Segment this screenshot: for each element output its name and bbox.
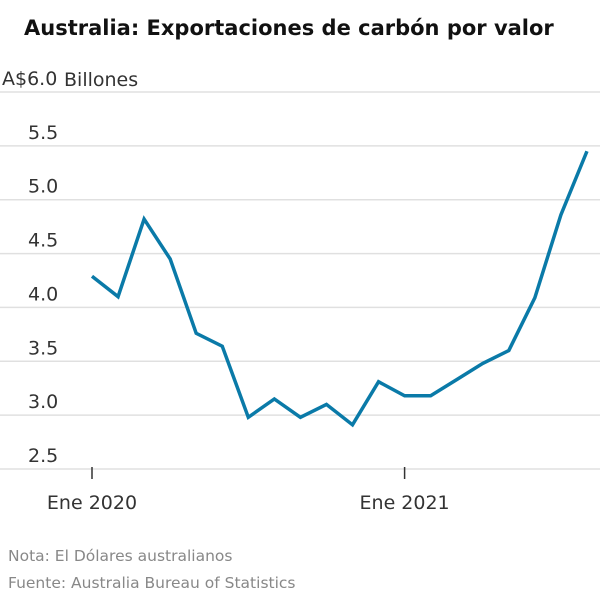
chart-title: Australia: Exportaciones de carbón por v… xyxy=(24,16,554,40)
data-points xyxy=(91,151,588,425)
y-axis-label: Billones xyxy=(64,69,138,91)
y-tick-label: 4.5 xyxy=(28,230,58,252)
y-tick-label: 3.5 xyxy=(28,337,58,359)
y-tick-label: 4.0 xyxy=(28,283,58,305)
x-axis: Ene 2020 Ene 2021 xyxy=(47,467,450,514)
y-tick-label: 5.0 xyxy=(28,176,58,198)
x-tick-label: Ene 2020 xyxy=(47,492,137,514)
y-tick-label: 5.5 xyxy=(28,122,58,144)
y-tick-label: 3.0 xyxy=(28,391,58,413)
grid xyxy=(0,91,600,470)
footer-note: Nota: El Dólares australianos xyxy=(8,547,232,565)
series-line xyxy=(90,150,589,428)
x-tick-label: Ene 2021 xyxy=(360,492,450,514)
footer-source: Fuente: Australia Bureau of Statistics xyxy=(8,574,296,592)
y-axis: 2.5 3.0 3.5 4.0 4.5 5.0 5.5 A$6.0 xyxy=(2,68,58,467)
y-tick-label: 2.5 xyxy=(28,445,58,467)
y-tick-label: A$6.0 xyxy=(2,68,57,90)
